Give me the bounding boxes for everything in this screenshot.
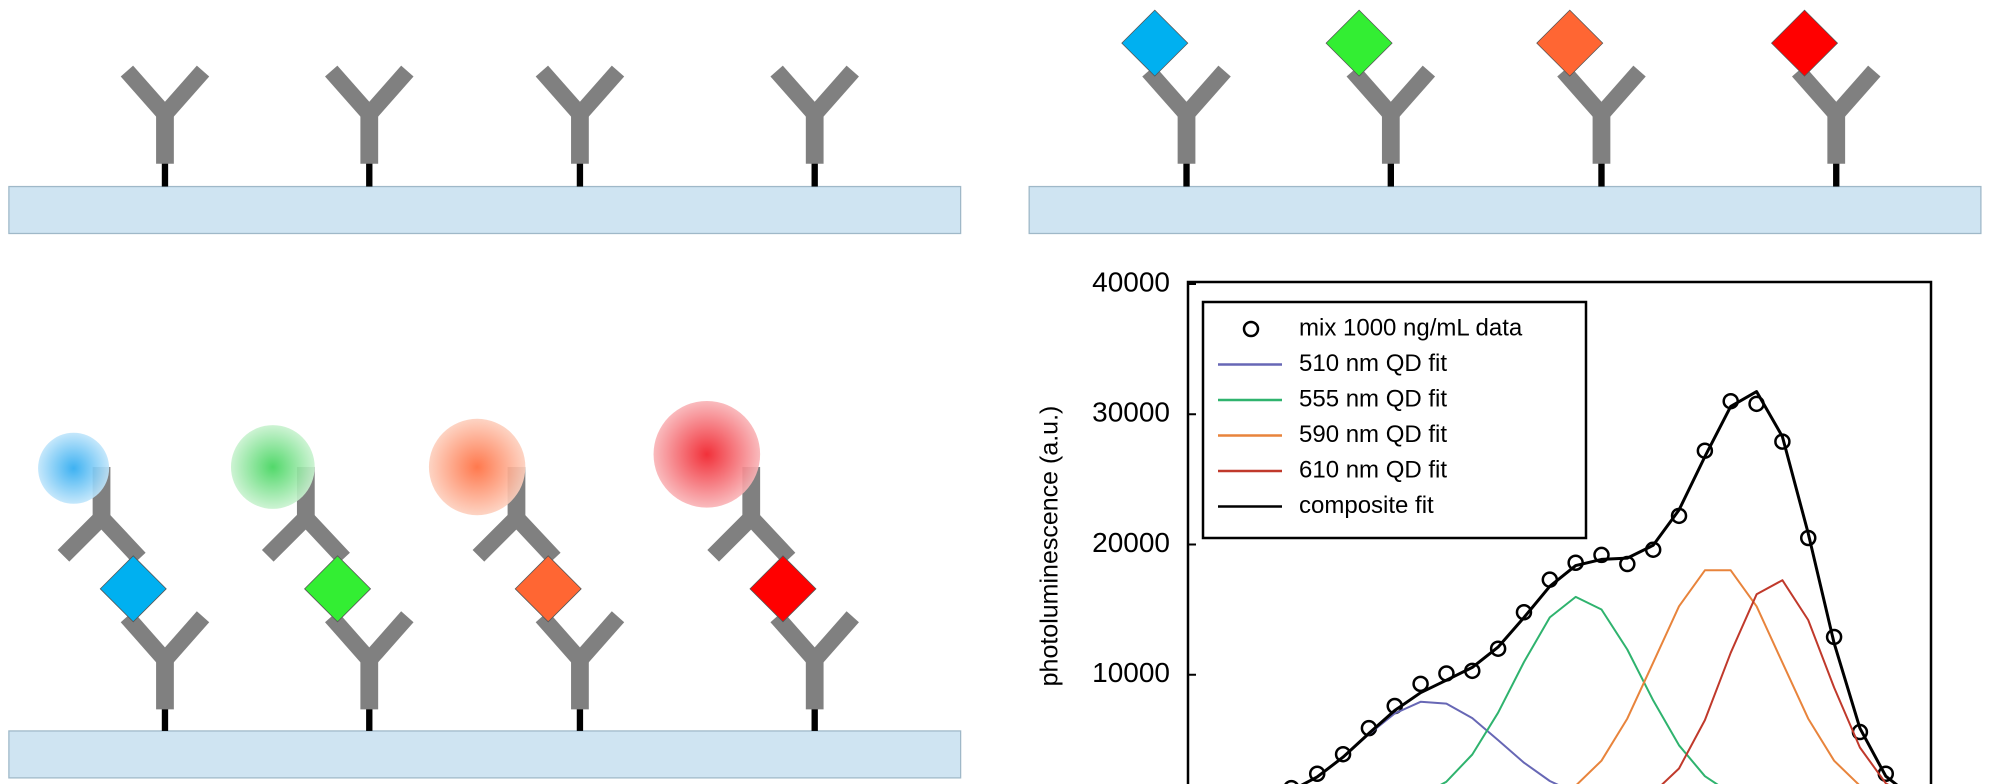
substrate (9, 187, 961, 234)
quantum-dot (429, 419, 525, 515)
fit-line (1240, 702, 1912, 784)
fit-line (1240, 570, 1912, 784)
fit-line (1240, 580, 1912, 784)
legend-label: 590 nm QD fit (1299, 421, 1447, 448)
legend-label: mix 1000 ng/mL data (1299, 314, 1523, 341)
y-tick-label: 40000 (1092, 266, 1170, 297)
quantum-dot (654, 401, 761, 508)
y-tick-label: 30000 (1092, 397, 1170, 428)
legend-label: composite fit (1299, 492, 1434, 519)
antigen (1122, 10, 1188, 76)
antigen (515, 556, 581, 622)
y-tick-label: 20000 (1092, 527, 1170, 558)
y-axis-label: photoluminescence (a.u.) (1036, 406, 1064, 687)
substrate (1029, 187, 1981, 234)
antigen (305, 556, 371, 622)
legend-label: 610 nm QD fit (1299, 456, 1447, 483)
page: {"chart_data": { "type": "line", "ylabel… (0, 0, 1990, 784)
antigen (1326, 10, 1392, 76)
legend-label: 510 nm QD fit (1299, 350, 1447, 377)
substrate (9, 731, 961, 778)
legend-label: 555 nm QD fit (1299, 385, 1447, 412)
antigen (1537, 10, 1603, 76)
antigen (750, 556, 816, 622)
antigen (100, 556, 166, 622)
quantum-dot (231, 425, 315, 509)
schematic (9, 10, 1981, 778)
y-tick-label: 10000 (1092, 657, 1170, 688)
antigen (1772, 10, 1838, 76)
quantum-dot (38, 433, 109, 504)
figure: photoluminescence (a.u.) 10000 20000 30000… (0, 0, 1990, 784)
